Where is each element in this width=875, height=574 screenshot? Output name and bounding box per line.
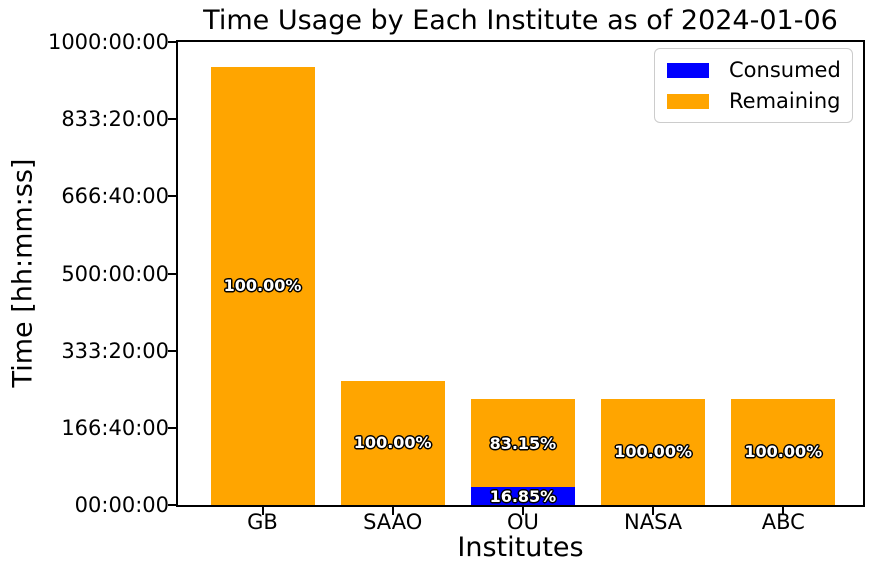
bar-segment-remaining-nasa: 100.00% [601, 398, 706, 505]
y-tick-label: 333:20:00 [61, 338, 169, 363]
x-tick-label-abc: ABC [761, 510, 805, 534]
legend-label-remaining: Remaining [729, 89, 841, 113]
bar-segment-remaining-abc: 100.00% [731, 398, 836, 505]
y-tick-label: 666:40:00 [61, 184, 169, 209]
y-tick-mark [168, 41, 176, 43]
bar-segment-remaining-ou: 83.15% [470, 399, 575, 488]
plot-area: 100.00% 100.00% 16.85% 83.15% 100.00% 100.00% [178, 42, 863, 506]
bar-percentage-label: 100.00% [223, 276, 302, 296]
x-tick-mark [521, 507, 524, 515]
chart-title: Time Usage by Each Institute as of 2024-… [203, 5, 838, 36]
legend-item-remaining: Remaining [667, 89, 841, 113]
y-tick-label: 833:20:00 [61, 107, 169, 132]
x-tick-mark [782, 507, 785, 515]
bar-segment-remaining-saao: 100.00% [340, 380, 445, 505]
legend-swatch-consumed [667, 62, 709, 78]
bar-percentage-label: 16.85% [489, 486, 557, 506]
y-tick-mark [168, 195, 176, 198]
legend-swatch-remaining [667, 93, 709, 109]
x-tick-label-ou: OU [506, 510, 539, 534]
y-tick-mark [168, 504, 176, 506]
y-tick-label: 500:00:00 [61, 261, 169, 286]
x-tick-mark [652, 507, 655, 515]
y-tick-mark [168, 426, 176, 429]
x-tick-mark [261, 507, 264, 515]
x-tick-mark [391, 507, 394, 515]
y-tick-mark [168, 118, 176, 121]
y-tick-mark [168, 349, 176, 352]
x-tick-label-nasa: NASA [624, 510, 683, 534]
bar-percentage-label: 83.15% [489, 433, 557, 453]
y-tick-label: 00:00:00 [74, 493, 169, 517]
bar-segment-remaining-gb: 100.00% [210, 66, 315, 505]
bar-percentage-label: 100.00% [744, 442, 823, 462]
bar-percentage-label: 100.00% [614, 442, 692, 462]
y-tick-label: 1000:00:00 [47, 30, 169, 54]
legend-label-consumed: Consumed [729, 58, 841, 82]
x-tick-label-gb: GB [247, 510, 278, 534]
x-axis-label: Institutes [457, 532, 584, 563]
x-tick-label-saao: SAAO [363, 510, 423, 534]
legend-item-consumed: Consumed [667, 58, 841, 82]
bar-percentage-label: 100.00% [353, 433, 432, 453]
y-tick-label: 166:40:00 [61, 415, 169, 440]
bar-segment-consumed-ou: 16.85% [470, 486, 575, 506]
legend: Consumed Remaining [654, 48, 853, 123]
y-tick-mark [168, 272, 176, 275]
